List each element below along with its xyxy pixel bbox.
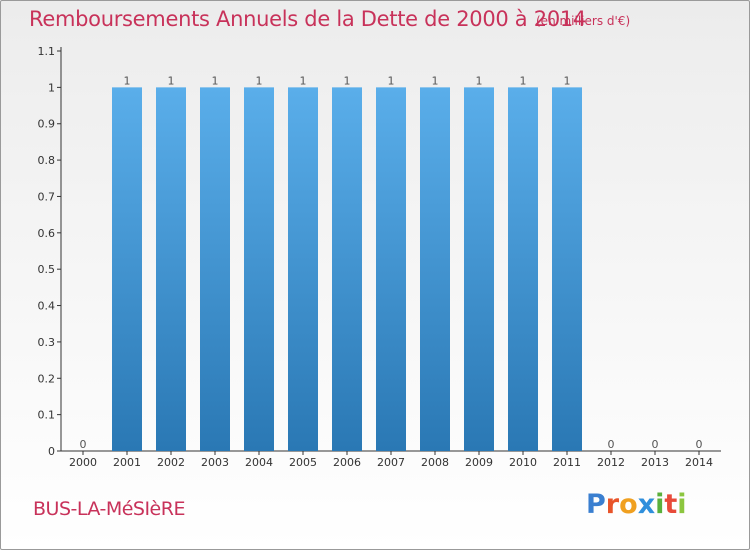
x-tick-label: 2013: [641, 456, 669, 469]
bar-2004: [244, 87, 274, 451]
x-tick-label: 2009: [465, 456, 493, 469]
x-tick-label: 2002: [157, 456, 185, 469]
x-tick-label: 2014: [685, 456, 713, 469]
logo-letter: r: [605, 489, 620, 520]
data-label-2004: 1: [256, 74, 263, 87]
data-label-2014: 0: [696, 438, 703, 451]
x-tick-label: 2006: [333, 456, 361, 469]
data-label-2000: 0: [80, 438, 87, 451]
data-label-2005: 1: [300, 74, 307, 87]
data-label-2013: 0: [652, 438, 659, 451]
y-tick-label: 0: [48, 445, 55, 458]
y-tick-label: 0.8: [38, 154, 56, 167]
x-tick-label: 2005: [289, 456, 317, 469]
chart-labels: 2000 0 2001 1 2002 1 2003 1 2004 1 2005 1 2006 1 2007 1…: [69, 74, 713, 469]
x-tick-label: 2010: [509, 456, 537, 469]
logo-letter: i: [655, 489, 665, 520]
y-tick-label: 0.6: [38, 227, 56, 240]
logo-letter: P: [586, 489, 606, 520]
data-label-2002: 1: [168, 74, 175, 87]
y-tick-label: 0.2: [38, 372, 56, 385]
y-tick-label: 0.3: [38, 336, 56, 349]
bar-2009: [464, 87, 494, 451]
bar-2010: [508, 87, 538, 451]
x-tick-label: 2012: [597, 456, 625, 469]
data-label-2010: 1: [520, 74, 527, 87]
y-tick-label: 0.4: [38, 300, 56, 313]
data-label-2007: 1: [388, 74, 395, 87]
y-tick-label: 0.9: [38, 118, 56, 131]
data-label-2003: 1: [212, 74, 219, 87]
x-tick-label: 2011: [553, 456, 581, 469]
data-label-2001: 1: [124, 74, 131, 87]
chart-unit-subtitle: (en milliers d'€): [536, 14, 631, 28]
logo-letter: o: [619, 489, 638, 520]
logo-letter: t: [664, 489, 678, 520]
data-label-2006: 1: [344, 74, 351, 87]
y-tick-label: 1.1: [38, 45, 56, 58]
x-tick-label: 2001: [113, 456, 141, 469]
y-tick-label: 1: [48, 81, 55, 94]
x-tick-label: 2003: [201, 456, 229, 469]
proxiti-logo[interactable]: Proxiti: [586, 489, 687, 520]
bar-2006: [332, 87, 362, 451]
y-tick-label: 0.1: [38, 409, 56, 422]
x-tick-label: 2004: [245, 456, 273, 469]
bar-2003: [200, 87, 230, 451]
bar-2011: [552, 87, 582, 451]
data-label-2008: 1: [432, 74, 439, 87]
bar-2005: [288, 87, 318, 451]
bar-2007: [376, 87, 406, 451]
x-tick-label: 2000: [69, 456, 97, 469]
bar-2002: [156, 87, 186, 451]
x-tick-label: 2008: [421, 456, 449, 469]
chart-bars: [112, 87, 582, 451]
data-label-2011: 1: [564, 74, 571, 87]
data-label-2009: 1: [476, 74, 483, 87]
x-tick-label: 2007: [377, 456, 405, 469]
y-tick-label: 0.7: [38, 190, 56, 203]
y-tick-label: 0.5: [38, 263, 56, 276]
bar-2001: [112, 87, 142, 451]
logo-letter: i: [677, 489, 687, 520]
chart-title: Remboursements Annuels de la Dette de 20…: [29, 7, 586, 31]
bar-2008: [420, 87, 450, 451]
data-label-2012: 0: [608, 438, 615, 451]
commune-name: BUS-LA-MéSIèRE: [33, 498, 185, 520]
logo-letter: x: [637, 489, 656, 520]
